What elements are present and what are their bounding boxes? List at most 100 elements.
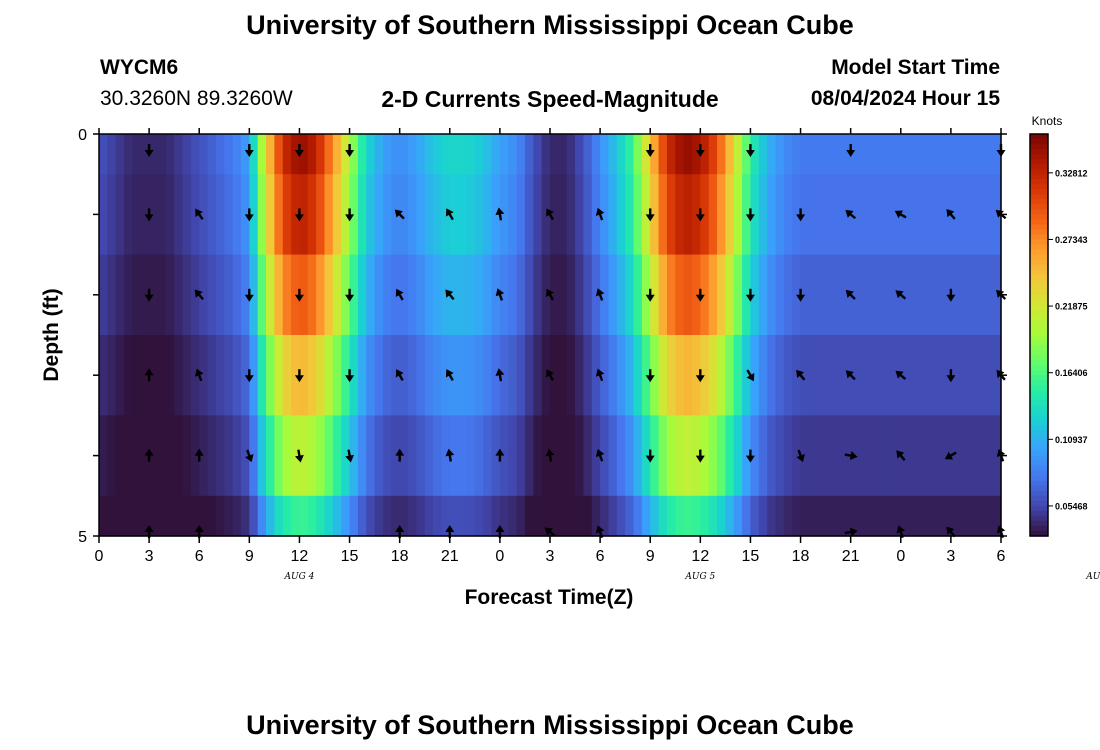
- colorbar-tick-label: 0.21875: [1055, 302, 1088, 312]
- heatmap-cell: [992, 495, 1002, 537]
- heatmap-cell: [524, 495, 534, 537]
- heatmap-cell: [800, 335, 810, 416]
- heatmap-cell: [725, 134, 735, 175]
- heatmap-cell: [917, 174, 927, 256]
- heatmap-cell: [140, 415, 150, 497]
- current-vector-arrow: [345, 208, 355, 222]
- heatmap-cell: [182, 174, 192, 256]
- colorbar-swatch: [1030, 400, 1048, 406]
- heatmap-cell: [374, 174, 384, 256]
- heatmap-cell: [708, 254, 718, 336]
- heatmap-cell: [917, 254, 927, 336]
- current-vector-arrow: [845, 289, 856, 300]
- heatmap-cell: [900, 495, 910, 537]
- colorbar-swatch: [1030, 204, 1048, 210]
- x-tick-label: 18: [792, 548, 810, 565]
- heatmap-cell: [575, 415, 585, 497]
- heatmap-cell: [374, 495, 384, 537]
- heatmap-cell: [959, 495, 969, 537]
- y-tick-label: 5: [78, 529, 87, 546]
- heatmap-cell: [157, 254, 167, 336]
- heatmap-cell: [833, 134, 843, 175]
- heatmap-cell: [149, 495, 159, 537]
- heatmap-cell: [691, 495, 701, 537]
- heatmap-cell: [349, 335, 359, 416]
- heatmap-cell: [341, 495, 351, 537]
- heatmap-cell: [232, 415, 242, 497]
- current-vector-arrow: [495, 448, 505, 462]
- colorbar-swatch: [1030, 375, 1048, 381]
- footer-title: University of Southern Mississippi Ocean…: [246, 710, 854, 740]
- heatmap-cell: [758, 134, 768, 175]
- heatmap-cell: [708, 335, 718, 416]
- colorbar-swatch: [1030, 149, 1048, 155]
- heatmap-cell: [942, 495, 952, 537]
- heatmap-cell: [299, 134, 309, 175]
- heatmap-cell: [808, 134, 818, 175]
- colorbar-swatch: [1030, 309, 1048, 316]
- heatmap-cell: [725, 415, 735, 497]
- heatmap-cell: [700, 415, 710, 497]
- colorbar-swatch: [1030, 465, 1048, 472]
- heatmap-cell: [583, 495, 593, 537]
- x-tick-label: 0: [95, 548, 104, 565]
- x-tick-label: 15: [341, 548, 359, 565]
- heatmap-cell: [817, 415, 827, 497]
- current-vector-arrow: [445, 369, 454, 381]
- current-vector-arrow: [645, 369, 655, 383]
- heatmap-cell: [165, 174, 175, 256]
- heatmap-cell: [524, 415, 534, 497]
- heatmap-cell: [257, 335, 267, 416]
- heatmap-cell: [316, 134, 326, 175]
- heatmap-cell: [474, 174, 484, 256]
- heatmap-cell: [299, 415, 309, 497]
- heatmap-cell: [240, 134, 250, 175]
- page-title: University of Southern Mississippi Ocean…: [246, 10, 854, 40]
- heatmap-cell: [575, 495, 585, 537]
- colorbar-swatch: [1030, 194, 1048, 200]
- heatmap-cell: [892, 415, 902, 497]
- heatmap-cell: [424, 335, 434, 416]
- heatmap-cell: [157, 134, 167, 175]
- colorbar-swatch: [1030, 360, 1048, 366]
- heatmap-cell: [240, 495, 250, 537]
- colorbar-swatch: [1030, 505, 1048, 512]
- heatmap-cell: [900, 174, 910, 256]
- heatmap-cell: [975, 495, 985, 537]
- heatmap-cell: [867, 134, 877, 175]
- heatmap-cell: [783, 254, 793, 336]
- heatmap-cell: [132, 174, 142, 256]
- heatmap-cell: [299, 254, 309, 336]
- colorbar-swatch: [1030, 515, 1048, 522]
- heatmap-cell: [733, 415, 743, 497]
- heatmap-cell: [725, 174, 735, 256]
- heatmap-cell: [516, 174, 526, 256]
- heatmap-cell: [967, 495, 977, 537]
- heatmap-cell: [808, 335, 818, 416]
- colorbar-swatch: [1030, 390, 1048, 396]
- heatmap-cell: [416, 254, 426, 336]
- heatmap-cell: [266, 174, 275, 256]
- heatmap-cell: [792, 415, 802, 497]
- current-vector-arrow: [796, 208, 806, 222]
- heatmap-cell: [817, 254, 827, 336]
- colorbar-frame: [1029, 133, 1049, 537]
- heatmap-cell: [884, 254, 894, 336]
- heatmap-cell: [950, 134, 960, 175]
- heatmap-cell: [558, 335, 568, 416]
- heatmap-cell: [433, 254, 443, 336]
- heatmap-cell: [558, 134, 568, 175]
- heatmap-cell: [132, 415, 142, 497]
- colorbar-swatch: [1030, 249, 1048, 256]
- heatmap-cell: [433, 415, 443, 497]
- heatmap-cell: [199, 254, 209, 336]
- heatmap-cell: [575, 134, 585, 175]
- heatmap-cell: [992, 335, 1002, 416]
- heatmap-cell: [633, 254, 643, 336]
- heatmap-cell: [99, 134, 108, 175]
- heatmap-cell: [733, 174, 743, 256]
- heatmap-cell: [115, 335, 125, 416]
- heatmap-cell: [817, 335, 827, 416]
- heatmap-cell: [508, 495, 518, 537]
- heatmap-cell: [658, 495, 668, 537]
